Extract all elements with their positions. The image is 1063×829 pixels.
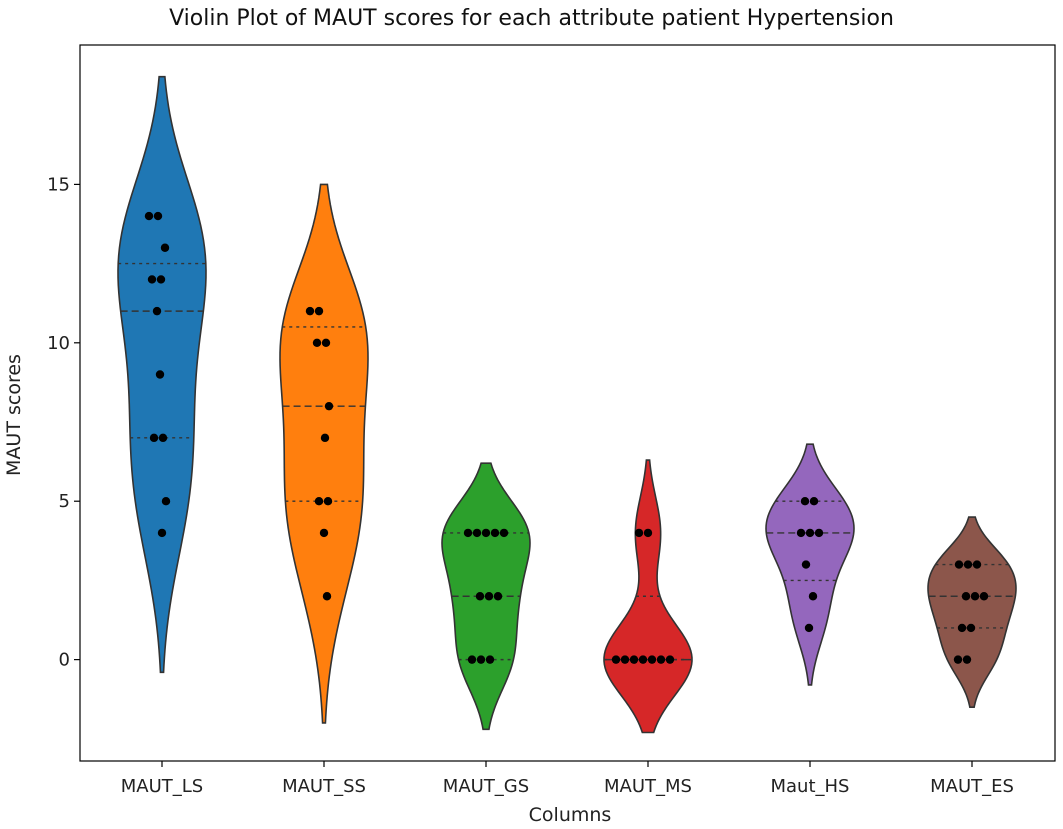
y-axis-label: MAUT scores [3, 354, 25, 476]
data-point [152, 306, 162, 316]
data-point [481, 528, 491, 538]
data-point [804, 623, 814, 633]
x-tick-label: MAUT_LS [121, 776, 203, 797]
x-tick-label: MAUT_MS [604, 776, 692, 797]
violin-body [927, 516, 1017, 708]
data-point [322, 592, 332, 601]
data-point [979, 592, 989, 601]
x-tick-label: MAUT_SS [282, 776, 366, 797]
plot-area [79, 44, 1056, 762]
data-point [161, 497, 171, 506]
data-point [305, 306, 315, 316]
violin-group-maut_ss [279, 183, 369, 724]
violin-group-maut_es [927, 516, 1017, 708]
violin-body [603, 459, 693, 734]
data-point [155, 370, 165, 379]
data-point [476, 655, 486, 664]
data-point [808, 592, 818, 601]
data-point [314, 497, 324, 506]
data-point [484, 592, 494, 601]
data-point [324, 401, 334, 411]
data-point [153, 211, 163, 221]
data-point [647, 655, 657, 664]
data-point [312, 338, 322, 348]
data-point [629, 655, 639, 664]
data-point [970, 592, 980, 601]
data-point [321, 338, 331, 348]
data-point [814, 528, 824, 538]
data-point [801, 560, 811, 569]
data-point [158, 433, 168, 443]
data-point [638, 655, 648, 664]
data-point [485, 655, 495, 664]
data-point [957, 623, 967, 633]
data-point [963, 560, 973, 569]
x-tick-label: MAUT_ES [930, 776, 1014, 797]
y-tick-label: 10 [47, 333, 70, 354]
data-point [499, 528, 509, 538]
data-point [490, 528, 500, 538]
data-point [144, 211, 154, 221]
data-point [665, 655, 675, 664]
data-point [966, 623, 976, 633]
data-point [323, 497, 333, 506]
data-point [643, 528, 653, 538]
data-point [972, 560, 982, 569]
data-point [157, 528, 167, 538]
x-tick-label: MAUT_GS [443, 776, 529, 797]
violin-group-maut_ls [117, 75, 207, 674]
data-point [314, 306, 324, 316]
violin-group-maut_hs [765, 443, 855, 686]
x-axis-label: Columns [528, 804, 612, 826]
data-point [634, 528, 644, 538]
data-point [796, 528, 806, 538]
data-point [467, 655, 477, 664]
data-point [809, 497, 819, 506]
data-point [472, 528, 482, 538]
violin-group-maut_ms [603, 459, 693, 734]
data-point [493, 592, 503, 601]
data-point [962, 655, 972, 664]
data-point [656, 655, 666, 664]
data-point [961, 592, 971, 601]
y-tick-label: 5 [59, 491, 70, 512]
data-point [953, 655, 963, 664]
data-point [475, 592, 485, 601]
violin-body [279, 183, 369, 724]
y-tick-label: 0 [59, 650, 70, 671]
violin-group-maut_gs [441, 462, 531, 731]
data-point [319, 528, 329, 538]
data-point [954, 560, 964, 569]
data-point [805, 528, 815, 538]
data-point [147, 275, 157, 284]
chart-title: Violin Plot of MAUT scores for each attr… [169, 6, 894, 31]
data-point [620, 655, 630, 664]
data-point [611, 655, 621, 664]
data-point [160, 243, 170, 252]
data-point [320, 433, 330, 443]
data-point [463, 528, 473, 538]
data-point [800, 497, 810, 506]
y-tick-label: 15 [47, 174, 70, 195]
x-tick-label: Maut_HS [771, 776, 850, 797]
data-point [149, 433, 159, 443]
data-point [156, 275, 166, 284]
